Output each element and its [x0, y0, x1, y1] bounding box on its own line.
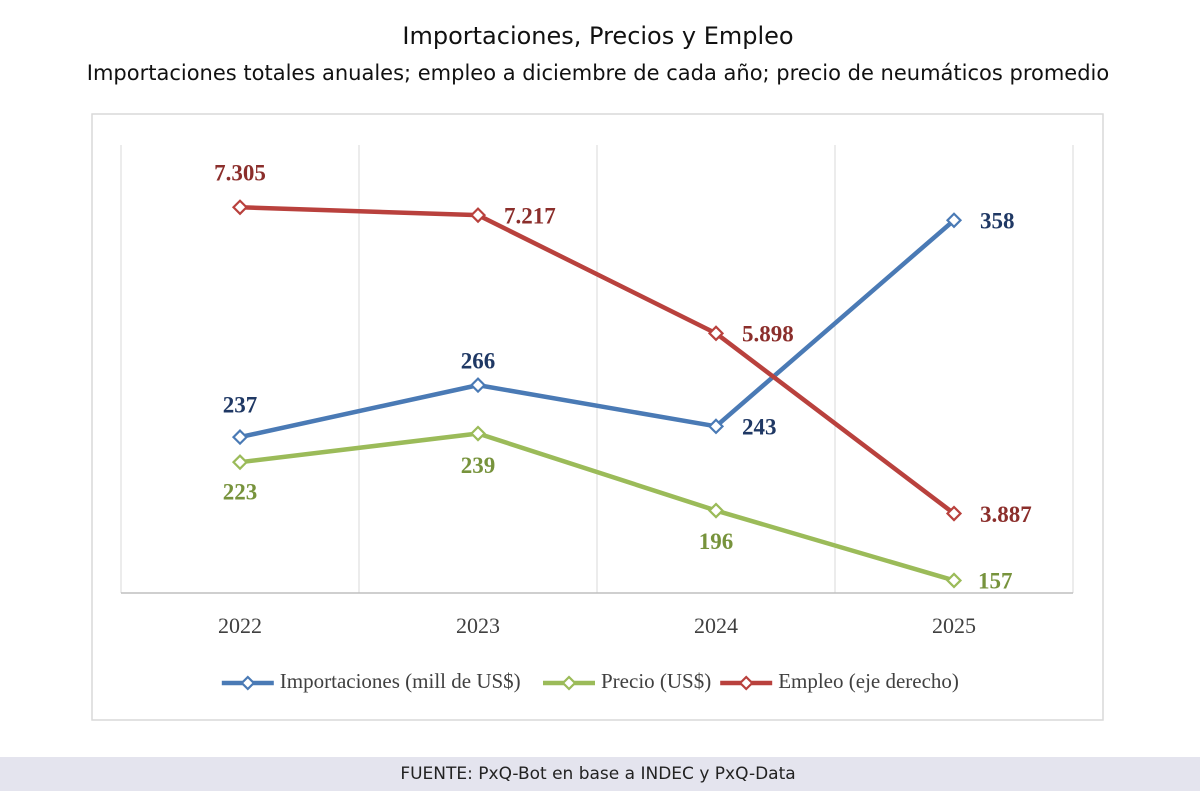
data-point: [231, 454, 249, 471]
footer-band: [0, 757, 1200, 791]
data-point: [231, 199, 249, 216]
series-line: [239, 205, 956, 516]
data-label: 3.887: [980, 502, 1032, 527]
chart-title: Importaciones, Precios y Empleo: [402, 22, 793, 50]
data-point: [945, 572, 963, 589]
source-note: FUENTE: PxQ-Bot en base a INDEC y PxQ-Da…: [400, 764, 795, 784]
data-label: 7.217: [504, 203, 556, 228]
data-label: 266: [461, 348, 496, 373]
series-line: [239, 431, 955, 583]
data-point: [945, 505, 963, 522]
legend-label: Importaciones (mill de US$): [280, 669, 521, 693]
legend-label: Precio (US$): [601, 669, 711, 693]
plot-area: 2022 2023 2024 2025 237 266 243 358 223 239 196 157…: [120, 145, 1074, 693]
data-point: [469, 207, 487, 224]
x-tick-label: 2025: [932, 613, 976, 638]
legend-marker: [561, 675, 577, 691]
data-point: [469, 425, 487, 442]
series-line: [239, 218, 956, 440]
data-label: 358: [980, 209, 1015, 234]
data-label: 239: [461, 453, 496, 478]
x-tick-label: 2023: [456, 613, 500, 638]
data-point: [707, 502, 725, 519]
data-label: 196: [699, 529, 734, 554]
legend-marker: [738, 675, 754, 691]
data-label: 243: [742, 415, 777, 440]
data-point: [707, 418, 725, 435]
data-point: [231, 429, 249, 446]
x-tick-label: 2024: [694, 613, 738, 638]
data-label: 237: [223, 392, 258, 417]
data-point: [469, 377, 487, 394]
data-label: 157: [978, 569, 1013, 594]
legend-label: Empleo (eje derecho): [778, 669, 959, 693]
data-point: [945, 212, 963, 229]
x-tick-label: 2022: [218, 613, 262, 638]
chart-subtitle: Importaciones totales anuales; empleo a …: [87, 61, 1109, 85]
data-label: 7.305: [214, 161, 266, 186]
data-point: [707, 325, 725, 342]
data-label: 223: [223, 479, 258, 504]
legend-marker: [240, 675, 256, 691]
data-label: 5.898: [742, 322, 794, 347]
